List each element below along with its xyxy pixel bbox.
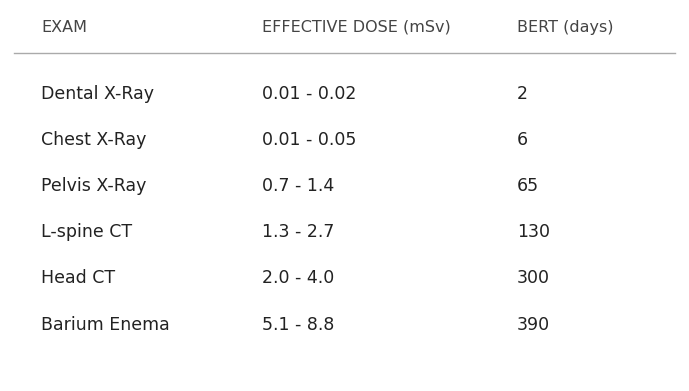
Text: Barium Enema: Barium Enema <box>41 316 170 334</box>
Text: Chest X-Ray: Chest X-Ray <box>41 131 147 149</box>
Text: 0.01 - 0.02: 0.01 - 0.02 <box>262 85 356 103</box>
Text: 390: 390 <box>517 316 550 334</box>
Text: 6: 6 <box>517 131 528 149</box>
Text: Dental X-Ray: Dental X-Ray <box>41 85 154 103</box>
Text: 0.7 - 1.4: 0.7 - 1.4 <box>262 177 334 195</box>
Text: 130: 130 <box>517 223 550 241</box>
Text: Pelvis X-Ray: Pelvis X-Ray <box>41 177 147 195</box>
Text: EXAM: EXAM <box>41 20 88 35</box>
Text: 0.01 - 0.05: 0.01 - 0.05 <box>262 131 356 149</box>
Text: BERT (days): BERT (days) <box>517 20 613 35</box>
Text: L-spine CT: L-spine CT <box>41 223 132 241</box>
Text: EFFECTIVE DOSE (mSv): EFFECTIVE DOSE (mSv) <box>262 20 451 35</box>
Text: 1.3 - 2.7: 1.3 - 2.7 <box>262 223 334 241</box>
Text: 2.0 - 4.0: 2.0 - 4.0 <box>262 269 334 287</box>
Text: 2: 2 <box>517 85 528 103</box>
Text: 65: 65 <box>517 177 539 195</box>
Text: 300: 300 <box>517 269 550 287</box>
Text: 5.1 - 8.8: 5.1 - 8.8 <box>262 316 334 334</box>
Text: Head CT: Head CT <box>41 269 116 287</box>
